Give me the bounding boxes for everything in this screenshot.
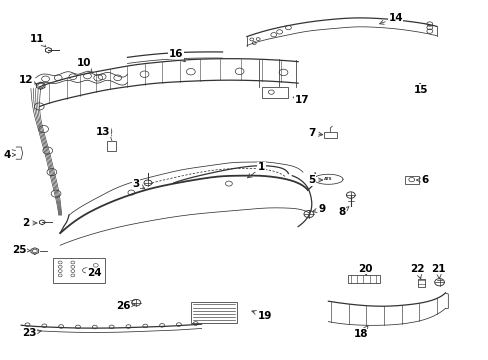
Text: 3: 3 [132, 179, 144, 189]
Text: 9: 9 [312, 204, 325, 215]
Text: 8: 8 [338, 207, 348, 217]
Text: 7: 7 [307, 129, 322, 138]
Text: 1: 1 [247, 162, 264, 178]
Text: 19: 19 [251, 310, 272, 320]
Text: 15: 15 [413, 85, 427, 95]
Text: ATS: ATS [324, 177, 332, 181]
Text: 16: 16 [169, 49, 185, 62]
Text: 21: 21 [430, 264, 445, 279]
Text: 12: 12 [19, 75, 37, 85]
Text: 2: 2 [22, 218, 37, 228]
Text: 18: 18 [353, 326, 368, 339]
Text: 5: 5 [307, 175, 322, 185]
Text: 26: 26 [116, 301, 135, 311]
Text: 6: 6 [416, 175, 427, 185]
Text: 25: 25 [12, 245, 30, 255]
Text: 22: 22 [409, 264, 424, 279]
Text: 14: 14 [379, 13, 402, 24]
Text: 13: 13 [96, 127, 111, 136]
Text: 11: 11 [30, 35, 46, 47]
Text: 24: 24 [87, 268, 102, 278]
Text: 10: 10 [76, 58, 92, 73]
Text: 17: 17 [293, 95, 309, 105]
Text: 20: 20 [357, 264, 372, 275]
Text: 23: 23 [21, 328, 41, 338]
Text: 4: 4 [4, 150, 16, 160]
